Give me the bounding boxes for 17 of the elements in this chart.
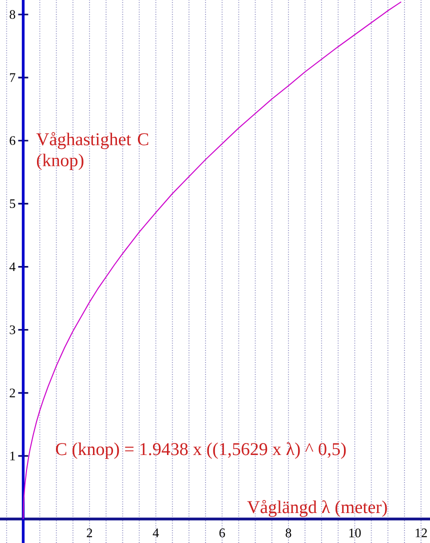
x-tick-label: 2	[86, 528, 92, 538]
x-axis-title: Våglängd λ (meter)	[247, 500, 387, 517]
annotation: C (knop) = 1.9438 x ((1,5629 x λ) ^ 0,5)	[56, 442, 346, 459]
y-tick-label: 6	[10, 136, 16, 145]
x-tick-label: 8	[286, 528, 292, 538]
y-tick-label: 7	[10, 73, 16, 82]
x-tick-label: 4	[152, 528, 159, 538]
x-tick-label: 12	[416, 528, 427, 538]
x-tick-label: 10	[349, 528, 361, 538]
y-tick-label: 3	[10, 325, 16, 334]
y-tick-label: 1	[10, 452, 15, 460]
y-tick-label: 4	[9, 262, 16, 272]
y-tick-label: 8	[10, 10, 16, 19]
y-tick-label: 5	[10, 199, 16, 208]
x-tick-label: 6	[219, 528, 225, 538]
y-tick-label: 2	[10, 388, 15, 398]
y-axis-title: Våghastighet C (knop)	[36, 132, 148, 170]
